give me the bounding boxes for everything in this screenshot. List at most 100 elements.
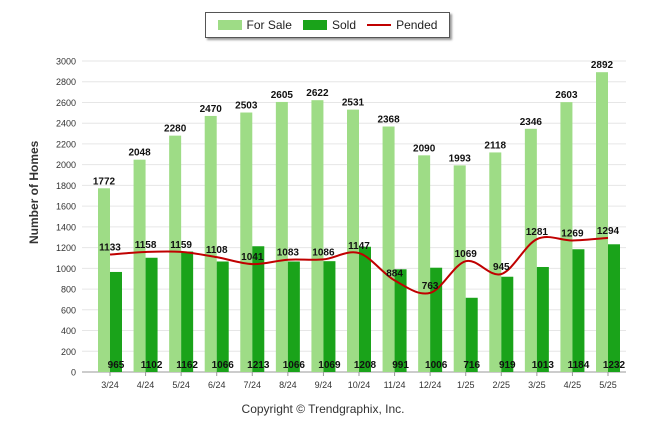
bar-for-sale xyxy=(169,135,182,372)
bar-sold xyxy=(287,261,300,372)
data-label-sold: 1208 xyxy=(354,360,377,371)
data-label-sold: 991 xyxy=(392,360,409,371)
data-label-for-sale: 2605 xyxy=(271,90,294,101)
bar-sold xyxy=(145,257,158,372)
data-label-for-sale: 2503 xyxy=(235,101,258,112)
data-label-sold: 1066 xyxy=(212,360,235,371)
bar-for-sale xyxy=(133,159,146,372)
bar-for-sale xyxy=(453,165,466,372)
data-label-sold: 1213 xyxy=(247,360,270,371)
data-label-sold: 1006 xyxy=(425,360,448,371)
data-label-sold: 716 xyxy=(463,360,480,371)
bar-sold xyxy=(216,261,229,372)
bar-for-sale xyxy=(489,152,502,372)
data-label-sold: 1184 xyxy=(568,360,590,371)
y-axis-title: Number of Homes xyxy=(27,140,41,244)
data-label-for-sale: 2368 xyxy=(377,115,400,126)
bar-sold xyxy=(252,246,265,372)
data-label-sold: 1162 xyxy=(176,360,198,371)
data-label-pended: 1041 xyxy=(241,252,264,263)
bar-for-sale xyxy=(596,72,608,373)
data-label-for-sale: 2892 xyxy=(591,60,614,71)
bar-for-sale xyxy=(275,101,288,372)
data-label-for-sale: 2470 xyxy=(200,104,223,115)
bar-for-sale xyxy=(560,102,573,372)
x-tick-label: 3/25 xyxy=(528,380,546,390)
data-label-sold: 1013 xyxy=(532,360,555,371)
y-tick-label: 600 xyxy=(61,305,76,315)
data-label-for-sale: 1772 xyxy=(93,176,116,187)
x-tick-label: 9/24 xyxy=(315,380,333,390)
y-tick-label: 2200 xyxy=(56,139,76,149)
y-tick-label: 800 xyxy=(61,285,76,295)
x-tick-label: 7/24 xyxy=(244,380,262,390)
legend-swatch-for-sale xyxy=(217,20,242,30)
legend-item-pended: Pended xyxy=(367,18,437,32)
data-label-sold: 919 xyxy=(499,360,516,371)
bar-for-sale xyxy=(240,112,253,372)
legend-label-pended: Pended xyxy=(396,18,438,32)
data-label-for-sale: 2118 xyxy=(484,140,506,151)
legend-item-for-sale: For Sale xyxy=(217,18,292,32)
bar-sold xyxy=(572,249,585,372)
x-tick-label: 5/25 xyxy=(599,380,617,390)
bar-sold xyxy=(536,266,549,372)
y-tick-label: 2600 xyxy=(56,98,76,108)
data-label-for-sale: 2048 xyxy=(128,148,151,159)
data-label-pended: 1133 xyxy=(99,243,121,254)
data-label-pended: 1086 xyxy=(312,247,335,258)
bar-sold xyxy=(359,246,371,372)
x-tick-label: 2/25 xyxy=(493,380,511,390)
x-tick-label: 12/24 xyxy=(419,380,442,390)
bar-for-sale xyxy=(524,128,537,372)
y-tick-label: 400 xyxy=(61,326,76,336)
legend-swatch-sold xyxy=(302,20,327,30)
data-label-pended: 1083 xyxy=(277,248,300,259)
data-label-pended: 1158 xyxy=(135,240,157,251)
legend-swatch-pended xyxy=(367,24,392,26)
data-label-pended: 945 xyxy=(493,262,510,273)
bar-for-sale xyxy=(418,155,431,372)
data-label-for-sale: 2280 xyxy=(164,124,187,135)
y-tick-label: 1600 xyxy=(56,202,76,212)
data-label-sold: 965 xyxy=(108,360,125,371)
bar-for-sale xyxy=(204,115,217,373)
data-label-for-sale: 2603 xyxy=(555,90,578,101)
x-tick-label: 4/24 xyxy=(137,380,155,390)
y-tick-label: 200 xyxy=(61,347,76,357)
data-label-pended: 884 xyxy=(386,268,403,279)
data-label-pended: 763 xyxy=(422,281,439,292)
bar-sold xyxy=(323,261,336,372)
copyright-text: Copyright © Trendgraphix, Inc. xyxy=(241,402,405,416)
legend-label-sold: Sold xyxy=(331,18,356,32)
data-label-for-sale: 2090 xyxy=(413,143,436,154)
x-tick-label: 4/25 xyxy=(564,380,582,390)
y-tick-label: 3000 xyxy=(56,57,76,67)
data-label-sold: 1102 xyxy=(141,360,163,371)
data-label-for-sale: 2622 xyxy=(306,88,329,99)
data-label-pended: 1159 xyxy=(170,240,192,251)
bar-sold xyxy=(608,244,620,372)
bar-sold xyxy=(430,267,443,372)
x-tick-label: 6/24 xyxy=(208,380,226,390)
line-pended xyxy=(109,236,609,295)
data-label-pended: 1294 xyxy=(597,226,620,237)
legend: For Sale Sold Pended xyxy=(205,12,450,38)
bar-for-sale xyxy=(347,109,359,373)
data-label-pended: 1269 xyxy=(561,228,584,239)
y-tick-label: 1000 xyxy=(56,264,76,274)
legend-label-for-sale: For Sale xyxy=(246,18,292,32)
data-label-pended: 1108 xyxy=(206,245,228,256)
data-label-for-sale: 2346 xyxy=(520,117,543,128)
y-tick-label: 1400 xyxy=(56,222,76,232)
y-tick-label: 2400 xyxy=(56,119,76,129)
bar-sold xyxy=(465,297,478,372)
bar-sold xyxy=(501,276,514,372)
data-label-sold: 1066 xyxy=(283,360,306,371)
x-tick-label: 1/25 xyxy=(457,380,475,390)
data-label-pended: 1069 xyxy=(455,249,478,260)
data-label-pended: 1147 xyxy=(348,241,370,252)
x-tick-label: 8/24 xyxy=(279,380,297,390)
x-tick-label: 3/24 xyxy=(101,380,119,390)
data-label-sold: 1232 xyxy=(603,360,626,371)
